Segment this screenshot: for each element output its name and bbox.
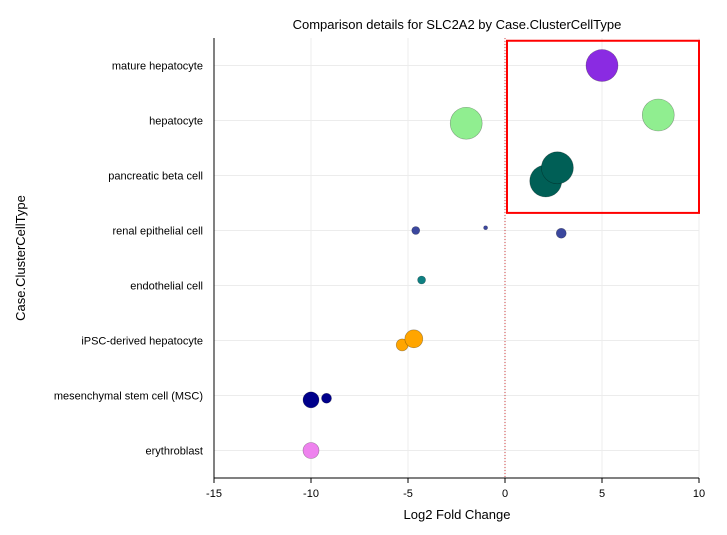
- data-point: [449, 106, 483, 140]
- category-label: endothelial cell: [130, 281, 203, 293]
- category-label: hepatocyte: [149, 116, 203, 128]
- x-axis-label: Log2 Fold Change: [404, 507, 511, 522]
- category-label: erythroblast: [146, 446, 203, 458]
- category-label: pancreatic beta cell: [108, 171, 203, 183]
- data-point: [321, 392, 332, 404]
- category-label: mesenchymal stem cell (MSC): [54, 391, 203, 403]
- category-label: mature hepatocyte: [112, 61, 203, 73]
- highlight-box-layer: [506, 39, 700, 214]
- x-tick-label: 5: [599, 488, 605, 500]
- category-label: renal epithelial cell: [113, 226, 204, 238]
- data-point: [302, 391, 320, 409]
- data-points: [302, 49, 675, 459]
- y-axis-label: Case.ClusterCellType: [13, 195, 28, 321]
- data-point: [585, 49, 619, 82]
- x-tick-label: -5: [403, 488, 413, 500]
- data-point: [641, 98, 675, 132]
- data-point: [302, 442, 320, 459]
- category-labels: mature hepatocyte hepatocyte pancreatic be…: [54, 61, 203, 458]
- axes: [213, 38, 699, 479]
- data-point: [411, 226, 421, 235]
- data-point: [417, 275, 426, 285]
- data-point: [541, 151, 574, 185]
- category-label: iPSC-derived hepatocyte: [81, 336, 203, 348]
- x-tick-label: 0: [502, 488, 508, 500]
- x-tick-label: -10: [303, 488, 319, 500]
- data-point: [483, 225, 488, 231]
- x-tick-label: -15: [206, 488, 222, 500]
- data-point: [555, 227, 567, 239]
- grid: [213, 38, 700, 478]
- chart-title: Comparison details for SLC2A2 by Case.Cl…: [293, 17, 622, 32]
- x-tick-label: 10: [693, 488, 705, 500]
- x-tick-labels: -15 -10 -5 0 5 10: [206, 478, 705, 500]
- highlight-box: [506, 39, 700, 214]
- data-point: [404, 329, 424, 349]
